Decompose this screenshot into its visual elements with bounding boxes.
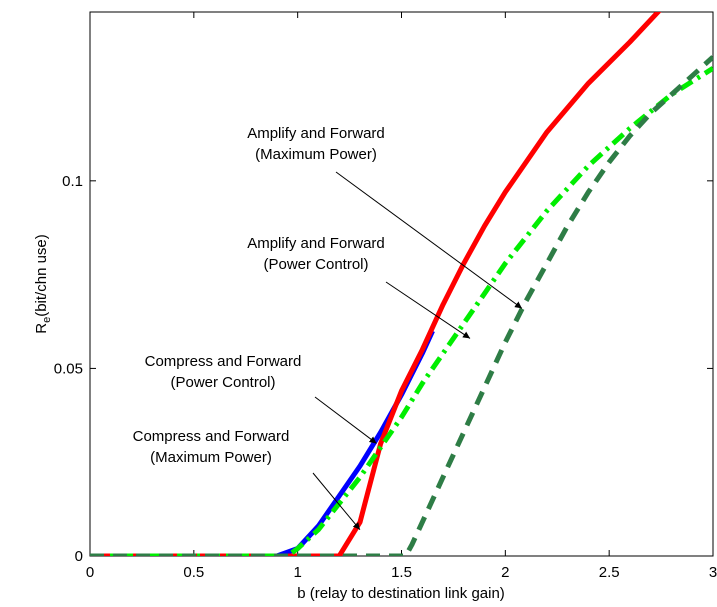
annotation-layer: Amplify and Forward(Maximum Power)Amplif… <box>133 125 523 531</box>
annotation-arrow <box>312 472 361 531</box>
annotation-label: Amplify and Forward <box>247 235 385 252</box>
annotation-label: (Maximum Power) <box>255 146 377 163</box>
y-axis-title-sub: e <box>41 317 53 323</box>
series-layer <box>90 12 713 556</box>
x-tick-label: 0 <box>86 564 94 581</box>
annotation-label: (Power Control) <box>170 374 275 391</box>
axis-ticks: 0 0.5 1 1.5 2 2.5 3 0 0.05 0.1 <box>54 12 717 581</box>
series-line-af-maximum-power <box>90 12 662 556</box>
series-line-cf-maximum-power <box>90 55 713 556</box>
y-tick-label: 0.1 <box>62 173 83 190</box>
annotation-arrow <box>314 396 377 444</box>
y-tick-label: 0.05 <box>54 360 83 377</box>
annotation-label: (Maximum Power) <box>150 449 272 466</box>
x-tick-label: 1 <box>293 564 301 581</box>
y-tick-label: 0 <box>75 548 83 565</box>
x-axis-title: b (relay to destination link gain) <box>297 585 505 602</box>
annot-cf-max: Compress and Forward (Maximum Power) <box>133 428 361 531</box>
x-tick-label: 3 <box>709 564 717 581</box>
x-tick-label: 2 <box>501 564 509 581</box>
annotation-label: Compress and Forward <box>133 428 290 445</box>
y-axis-title-rest: (bit/chn use) <box>33 234 50 317</box>
annot-af-max: Amplify and Forward (Maximum Power) <box>247 125 523 309</box>
annot-cf-pc: Compress and Forward (Power Control) <box>145 353 377 444</box>
annot-af-pc: Amplify and Forward (Power Control) <box>247 235 471 339</box>
x-tick-label: 0.5 <box>183 564 204 581</box>
annotation-label: (Power Control) <box>263 256 368 273</box>
series-line-af-power-control <box>90 66 713 556</box>
annotation-label: Compress and Forward <box>145 353 302 370</box>
annotation-arrow <box>385 281 471 339</box>
annotation-arrow <box>335 171 523 309</box>
plot-area <box>89 11 714 557</box>
x-tick-label: 1.5 <box>391 564 412 581</box>
x-tick-label: 2.5 <box>599 564 620 581</box>
y-axis-title: Re(bit/chn use) <box>33 234 53 334</box>
annotation-label: Amplify and Forward <box>247 125 385 142</box>
y-axis-title-main: R <box>33 323 50 334</box>
